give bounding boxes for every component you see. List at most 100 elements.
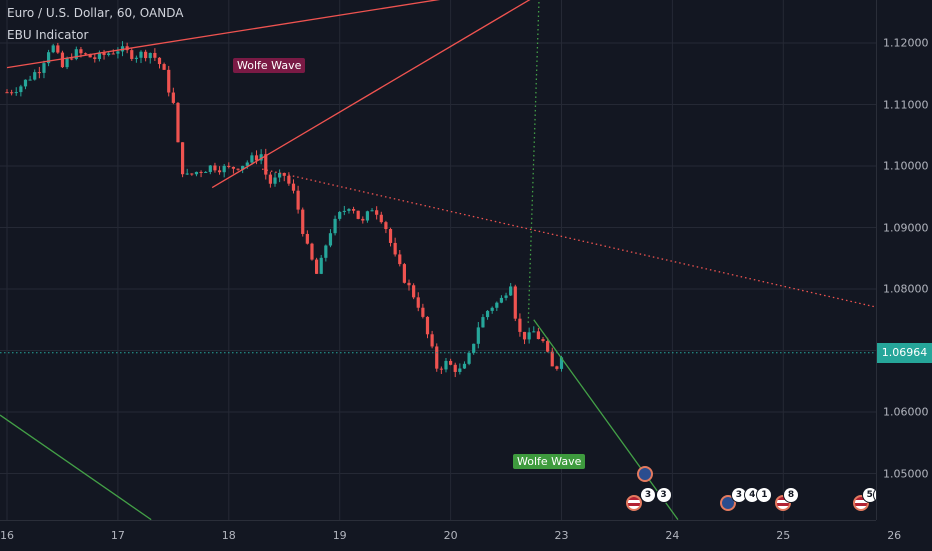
candle-up	[328, 233, 333, 246]
candle-up	[46, 52, 51, 64]
candle-up	[33, 72, 37, 80]
price-tick-label: 1.10000	[883, 159, 929, 173]
candle-up	[485, 310, 490, 318]
price-tick-label: 1.06000	[883, 405, 929, 419]
candle-down	[375, 210, 379, 215]
candle-up	[559, 357, 564, 369]
time-axis[interactable]: 16 17 18 19 20 23 24 25 26	[0, 520, 901, 551]
eu-flag-icon[interactable]	[636, 466, 653, 482]
candle-up	[42, 63, 46, 73]
indicator-legend[interactable]: EBU Indicator	[7, 28, 89, 42]
chart-plot-area[interactable]: Euro / U.S. Dollar, 60, OANDA EBU Indica…	[0, 0, 876, 520]
candle-down	[264, 154, 268, 175]
candle-up	[476, 327, 480, 344]
candle-down	[130, 50, 134, 59]
candle-up	[134, 57, 138, 59]
candle-down	[421, 307, 425, 317]
candle-down	[351, 209, 356, 211]
candle-down	[37, 72, 41, 74]
candle-up	[338, 211, 342, 219]
candle-down	[102, 52, 106, 55]
candle-down	[93, 57, 97, 59]
candle-up	[51, 45, 55, 53]
candle-down	[296, 190, 300, 210]
candle-up	[107, 53, 111, 55]
wolfe-wave-label-lower[interactable]: Wolfe Wave	[513, 454, 586, 469]
candle-up	[342, 210, 346, 212]
candle-up	[204, 171, 208, 173]
wolfe-wave-label-upper[interactable]: Wolfe Wave	[233, 58, 306, 73]
event-count-badge[interactable]: 5	[862, 488, 876, 502]
event-count-badge[interactable]: 8	[784, 488, 799, 502]
candle-down	[70, 58, 74, 60]
candle-up	[458, 368, 462, 372]
time-tick-label: 24	[665, 529, 680, 542]
candle-down	[430, 334, 434, 347]
candle-down	[176, 102, 180, 143]
candle-down	[144, 51, 148, 59]
time-tick-label: 18	[221, 529, 236, 542]
time-tick-label: 25	[776, 529, 791, 542]
price-tick-label: 1.09000	[883, 221, 929, 234]
symbol-legend[interactable]: Euro / U.S. Dollar, 60, OANDA	[7, 6, 184, 20]
upper-red-line	[6, 0, 441, 69]
current-price-tag: 1.06964	[877, 342, 932, 363]
event-count-badge[interactable]: 3	[656, 488, 671, 502]
candle-down	[379, 214, 383, 223]
candle-up	[333, 218, 337, 234]
price-axis[interactable]: 1.120001.110001.100001.090001.080001.070…	[876, 0, 932, 520]
candle-down	[217, 170, 222, 173]
time-tick-label: 17	[110, 529, 125, 542]
candle-down	[361, 218, 365, 221]
candle-up	[462, 363, 467, 369]
candle-down	[180, 142, 185, 175]
candle-down	[301, 209, 305, 234]
candle-up	[509, 286, 513, 296]
candle-down	[305, 233, 309, 244]
candle-down	[236, 168, 240, 170]
red-dotted-trend	[261, 168, 876, 308]
candle-down	[398, 254, 402, 265]
candle-down	[453, 364, 457, 372]
eu-flag-icon[interactable]	[719, 495, 736, 511]
candle-down	[310, 243, 314, 260]
event-count-badge[interactable]: 3	[731, 488, 746, 502]
candle-up	[504, 295, 508, 298]
price-tick-label: 1.08000	[883, 282, 929, 296]
candle-down	[439, 368, 443, 370]
candle-down	[254, 155, 259, 161]
candle-down	[199, 171, 203, 173]
candle-up	[97, 52, 102, 59]
candle-down	[291, 183, 296, 191]
us-flag-icon[interactable]	[625, 495, 642, 511]
candle-down	[356, 210, 360, 219]
time-tick-label: 23	[554, 529, 569, 542]
candle-up	[185, 173, 189, 175]
time-tick-label: 19	[332, 529, 347, 542]
candle-down	[425, 316, 430, 335]
candle-down	[227, 165, 231, 167]
lower-red-line	[211, 0, 531, 189]
candle-up	[139, 51, 143, 58]
candle-down	[157, 57, 162, 65]
candle-up	[14, 92, 18, 94]
candle-down	[407, 282, 411, 286]
candle-up	[259, 154, 263, 161]
event-count-badge[interactable]: 4	[745, 488, 760, 502]
candle-down	[162, 64, 166, 70]
candle-up	[273, 177, 277, 184]
price-chart[interactable]	[0, 0, 876, 520]
candle-down	[435, 346, 439, 369]
candle-down	[388, 229, 393, 243]
event-count-badge[interactable]: 1	[873, 488, 876, 502]
candle-down	[287, 175, 291, 184]
candle-down	[60, 52, 65, 68]
candle-up	[319, 257, 323, 274]
candle-up	[28, 79, 32, 81]
candle-up	[347, 209, 351, 211]
candle-down	[518, 318, 522, 332]
event-count-badge[interactable]: 1	[757, 488, 772, 502]
event-count-badge[interactable]: 3	[641, 488, 655, 502]
candle-up	[527, 332, 531, 340]
candle-down	[513, 286, 517, 319]
